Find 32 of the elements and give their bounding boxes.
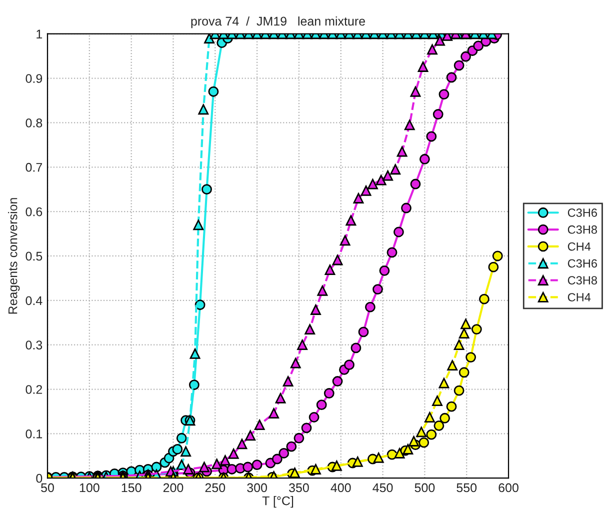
x-tick-label: 200 bbox=[163, 483, 184, 492]
y-tick-label: 0.1 bbox=[26, 429, 42, 438]
legend-label: CH4 bbox=[568, 293, 591, 302]
y-axis-title: Reagents conversion bbox=[8, 198, 20, 314]
y-tick-label: 0.4 bbox=[26, 296, 42, 306]
y-tick-label: 0.3 bbox=[26, 340, 42, 350]
legend-label: C3H6 bbox=[568, 208, 597, 217]
y-tick-label: 0.8 bbox=[26, 118, 42, 128]
x-tick-label: 400 bbox=[330, 483, 351, 492]
x-tick-label: 100 bbox=[80, 483, 100, 492]
y-tick-label: 1 bbox=[36, 30, 42, 38]
x-tick-label: 500 bbox=[414, 483, 435, 492]
legend-label: C3H8 bbox=[568, 276, 597, 285]
x-tick-label: 550 bbox=[456, 483, 477, 492]
chart-title: prova 74 / JM19 lean mixture bbox=[191, 16, 365, 28]
x-tick-label: 600 bbox=[498, 483, 518, 492]
legend-label: CH4 bbox=[568, 242, 591, 251]
y-tick-label: 0.9 bbox=[26, 74, 42, 83]
x-tick-label: 250 bbox=[205, 483, 226, 492]
x-tick-label: 50 bbox=[41, 483, 54, 492]
y-tick-label: 0.6 bbox=[26, 207, 42, 216]
legend-label: C3H8 bbox=[568, 225, 597, 234]
legend-label: C3H6 bbox=[568, 259, 597, 268]
x-tick-label: 300 bbox=[247, 483, 267, 492]
x-axis-title: T [°C] bbox=[262, 496, 294, 508]
y-tick-label: 0.7 bbox=[26, 162, 42, 172]
x-tick-label: 350 bbox=[289, 483, 309, 492]
y-tick-label: 0.2 bbox=[26, 385, 42, 394]
x-tick-label: 150 bbox=[122, 483, 142, 492]
y-tick-label: 0 bbox=[36, 474, 42, 483]
x-tick-label: 450 bbox=[372, 483, 393, 492]
y-tick-label: 0.5 bbox=[26, 252, 42, 261]
